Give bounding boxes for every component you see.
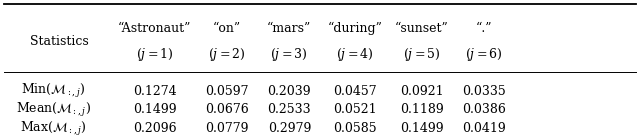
Text: 0.0419: 0.0419 [462,122,506,135]
Text: Max$\left(\mathcal{M}_{:,j}\right)$: Max$\left(\mathcal{M}_{:,j}\right)$ [20,120,86,138]
Text: 0.2096: 0.2096 [132,122,177,135]
Text: 0.0521: 0.0521 [333,103,376,116]
Text: 0.0921: 0.0921 [400,85,444,98]
Text: 0.1189: 0.1189 [400,103,444,116]
Text: 0.2979: 0.2979 [268,122,311,135]
Text: $(j = 3)$: $(j = 3)$ [271,46,308,63]
Text: 0.1499: 0.1499 [400,122,444,135]
Text: “Astronaut”: “Astronaut” [118,22,191,35]
Text: $(j = 4)$: $(j = 4)$ [336,46,374,63]
Text: 0.1274: 0.1274 [132,85,177,98]
Text: 0.0386: 0.0386 [462,103,506,116]
Text: 0.2039: 0.2039 [268,85,311,98]
Text: “on”: “on” [213,22,241,35]
Text: 0.1499: 0.1499 [132,103,177,116]
Text: “mars”: “mars” [268,22,312,35]
Text: $(j = 5)$: $(j = 5)$ [403,46,441,63]
Text: 0.0457: 0.0457 [333,85,376,98]
Text: $(j = 2)$: $(j = 2)$ [208,46,246,63]
Text: 0.0597: 0.0597 [205,85,249,98]
Text: 0.0676: 0.0676 [205,103,249,116]
Text: Mean$\left(\mathcal{M}_{:,j}\right)$: Mean$\left(\mathcal{M}_{:,j}\right)$ [16,101,91,119]
Text: $(j = 6)$: $(j = 6)$ [465,46,503,63]
Text: 0.0335: 0.0335 [462,85,506,98]
Text: 0.2533: 0.2533 [268,103,311,116]
Text: “sunset”: “sunset” [395,22,449,35]
Text: “.”: “.” [476,22,492,35]
Text: Statistics: Statistics [30,35,89,48]
Text: $(j = 1)$: $(j = 1)$ [136,46,173,63]
Text: 0.0779: 0.0779 [205,122,249,135]
Text: 0.0585: 0.0585 [333,122,376,135]
Text: Min$\left(\mathcal{M}_{:,j}\right)$: Min$\left(\mathcal{M}_{:,j}\right)$ [21,82,86,100]
Text: “during”: “during” [328,22,382,35]
